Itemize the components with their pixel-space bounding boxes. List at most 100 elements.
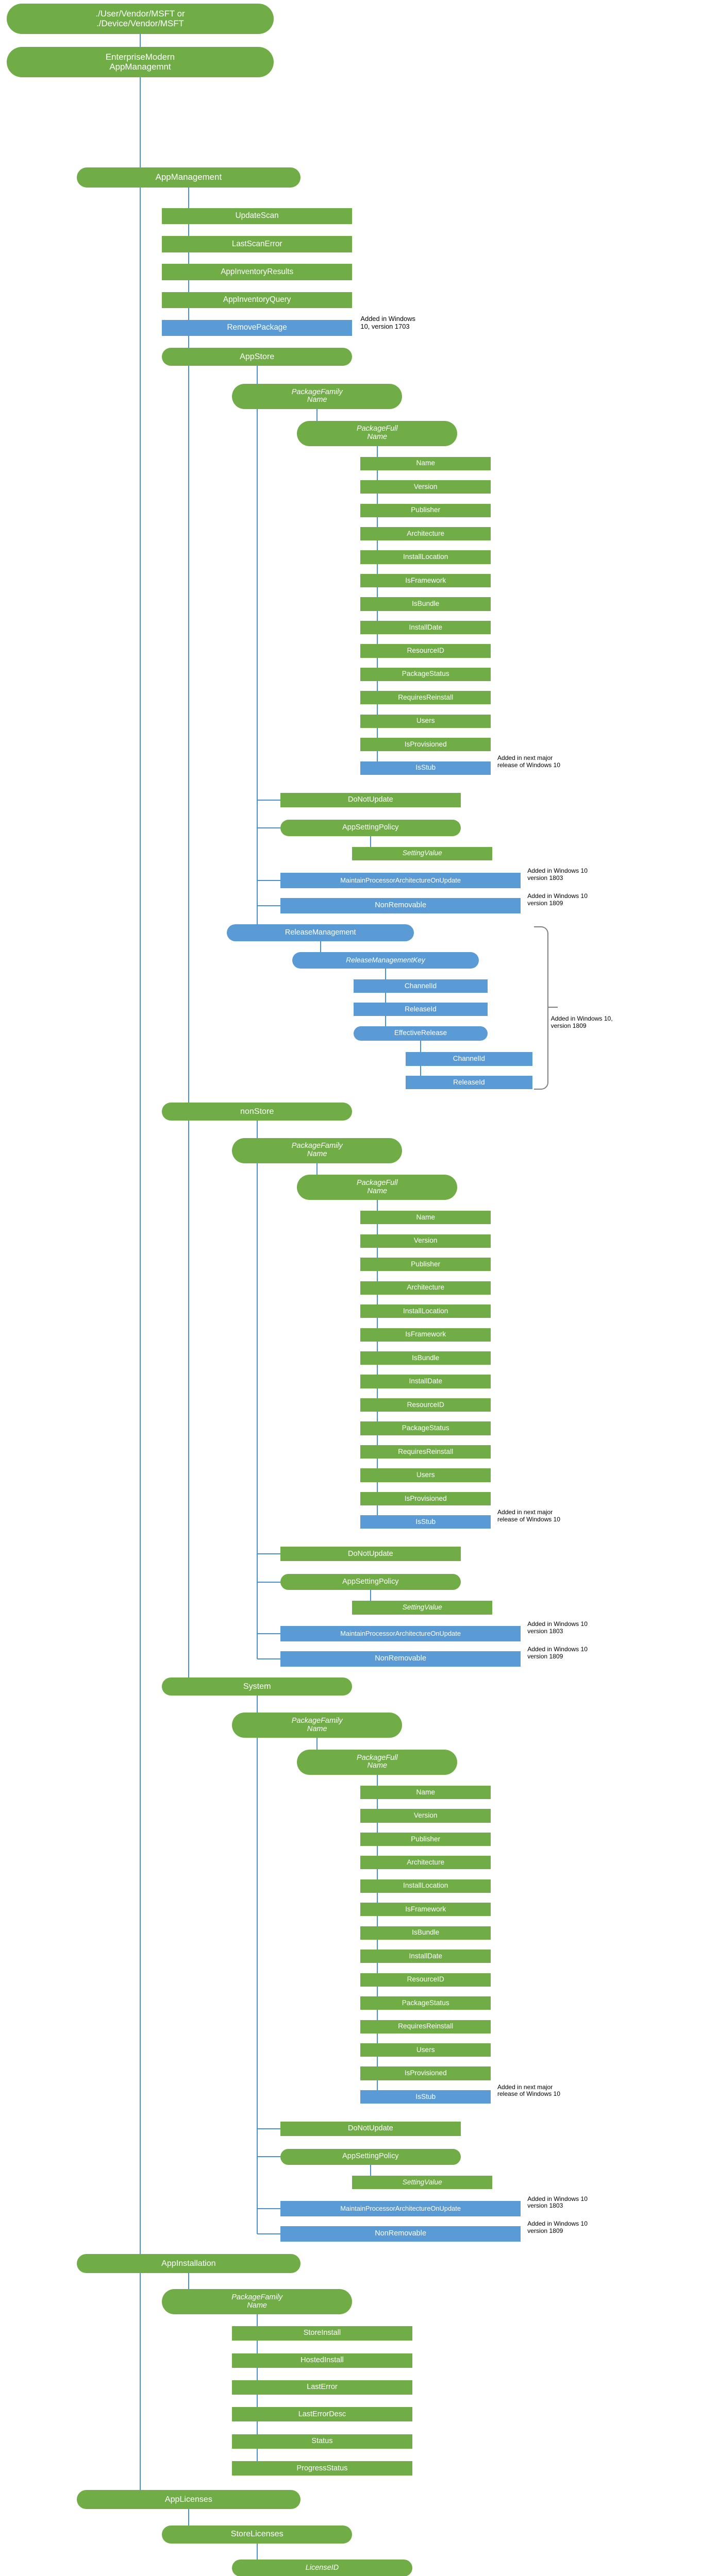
- tree-node-ns_publisher[interactable]: Publisher: [360, 1258, 491, 1272]
- tree-node-as_isprov[interactable]: IsProvisioned: [360, 738, 491, 752]
- tree-node-as_pfull[interactable]: PackageFull Name: [297, 420, 458, 446]
- tree-node-ns_resid[interactable]: ResourceID: [360, 1398, 491, 1412]
- tree-node-as_publisher[interactable]: Publisher: [360, 503, 491, 517]
- tree-node-removepackage[interactable]: RemovePackage: [162, 319, 353, 336]
- tree-node-licenseid[interactable]: LicenseID: [232, 2559, 412, 2576]
- tree-node-ns_setval[interactable]: SettingValue: [352, 1601, 493, 1615]
- annotation-ann_sy_isstub: Added in next major release of Windows 1…: [497, 2083, 560, 2098]
- tree-node-nonstore[interactable]: nonStore: [162, 1103, 353, 1121]
- tree-node-sy_nonrem[interactable]: NonRemovable: [280, 2226, 521, 2242]
- tree-node-relmgmt[interactable]: ReleaseManagement: [227, 924, 414, 942]
- tree-node-ns_name[interactable]: Name: [360, 1211, 491, 1225]
- tree-node-as_pkgstatus[interactable]: PackageStatus: [360, 667, 491, 681]
- tree-node-as_reqreinst[interactable]: RequiresReinstall: [360, 691, 491, 705]
- tree-node-as_donotupdate[interactable]: DoNotUpdate: [280, 792, 461, 807]
- tree-node-ns_isstub[interactable]: IsStub: [360, 1515, 491, 1529]
- tree-node-ns_appsetpol[interactable]: AppSettingPolicy: [280, 1573, 461, 1590]
- tree-node-ns_donotupdate[interactable]: DoNotUpdate: [280, 1547, 461, 1562]
- tree-node-sy_isfw[interactable]: IsFramework: [360, 1903, 491, 1917]
- tree-node-sy_setval[interactable]: SettingValue: [352, 2176, 493, 2190]
- tree-node-sy_pfn[interactable]: PackageFamily Name: [232, 1713, 403, 1738]
- tree-node-ns_pfn[interactable]: PackageFamily Name: [232, 1138, 403, 1163]
- tree-node-ns_version[interactable]: Version: [360, 1234, 491, 1248]
- tree-node-ns_isfw[interactable]: IsFramework: [360, 1328, 491, 1342]
- tree-node-rm_effrelease[interactable]: EffectiveRelease: [354, 1026, 488, 1041]
- tree-node-appinvquery[interactable]: AppInventoryQuery: [162, 292, 353, 309]
- edge-branch-ns_maintain: [257, 1633, 280, 1635]
- tree-node-sy_isprov[interactable]: IsProvisioned: [360, 2066, 491, 2080]
- tree-node-appinvresults[interactable]: AppInventoryResults: [162, 264, 353, 280]
- tree-node-as_maintain[interactable]: MaintainProcessorArchitectureOnUpdate: [280, 873, 521, 889]
- tree-node-appinstallation[interactable]: AppInstallation: [76, 2254, 301, 2273]
- tree-node-root[interactable]: ./User/Vendor/MSFT or ./Device/Vendor/MS…: [6, 3, 274, 35]
- tree-node-ai_progstatus[interactable]: ProgressStatus: [232, 2461, 412, 2476]
- tree-node-as_users[interactable]: Users: [360, 714, 491, 728]
- tree-node-sy_name[interactable]: Name: [360, 1785, 491, 1800]
- tree-node-sy_maintain[interactable]: MaintainProcessorArchitectureOnUpdate: [280, 2201, 521, 2216]
- tree-node-as_isfw[interactable]: IsFramework: [360, 573, 491, 588]
- tree-node-as_isstub[interactable]: IsStub: [360, 761, 491, 775]
- tree-node-csp[interactable]: EnterpriseModern AppManagemnt: [6, 46, 274, 78]
- tree-node-as_arch[interactable]: Architecture: [360, 527, 491, 541]
- tree-node-rm_releaseid[interactable]: ReleaseId: [354, 1003, 488, 1016]
- tree-node-lastscanerror[interactable]: LastScanError: [162, 236, 353, 252]
- tree-node-sy_resid[interactable]: ResourceID: [360, 1973, 491, 1987]
- tree-node-sy_appsetpol[interactable]: AppSettingPolicy: [280, 2148, 461, 2165]
- tree-node-as_isbundle[interactable]: IsBundle: [360, 597, 491, 611]
- tree-node-updatescan[interactable]: UpdateScan: [162, 208, 353, 225]
- tree-node-ns_arch[interactable]: Architecture: [360, 1281, 491, 1295]
- tree-node-sy_version[interactable]: Version: [360, 1809, 491, 1823]
- release-management-grouping-bracket: [534, 926, 549, 1090]
- tree-node-sy_publisher[interactable]: Publisher: [360, 1832, 491, 1846]
- tree-node-applicenses[interactable]: AppLicenses: [76, 2490, 301, 2510]
- tree-node-storelicenses[interactable]: StoreLicenses: [162, 2525, 353, 2544]
- tree-node-sy_reqreinst[interactable]: RequiresReinstall: [360, 2020, 491, 2033]
- tree-node-sy_isbundle[interactable]: IsBundle: [360, 1926, 491, 1940]
- tree-node-system[interactable]: System: [162, 1677, 353, 1696]
- tree-node-ai_storeinstall[interactable]: StoreInstall: [232, 2326, 412, 2341]
- tree-node-rm_channelid[interactable]: ChannelId: [354, 979, 488, 993]
- tree-node-sy_arch[interactable]: Architecture: [360, 1856, 491, 1870]
- tree-node-as_pfn[interactable]: PackageFamily Name: [232, 383, 403, 409]
- edge-branch-as_donotupdate: [257, 799, 280, 801]
- tree-node-rm_eff_rel[interactable]: ReleaseId: [405, 1075, 532, 1090]
- edge-stem-nonstore: [256, 1121, 258, 1659]
- annotation-ann_as_1809: Added in Windows 10 version 1809: [527, 892, 588, 907]
- tree-node-as_setval[interactable]: SettingValue: [352, 846, 493, 860]
- tree-node-ns_instloc[interactable]: InstallLocation: [360, 1304, 491, 1318]
- tree-node-ns_pkgstatus[interactable]: PackageStatus: [360, 1421, 491, 1435]
- tree-node-ns_isprov[interactable]: IsProvisioned: [360, 1492, 491, 1506]
- tree-node-ai_lasterrdesc[interactable]: LastErrorDesc: [232, 2407, 412, 2422]
- tree-node-as_name[interactable]: Name: [360, 456, 491, 470]
- tree-node-ai_hostedinstall[interactable]: HostedInstall: [232, 2353, 412, 2368]
- tree-node-appmanagement[interactable]: AppManagement: [76, 167, 301, 188]
- tree-node-relmgmtkey[interactable]: ReleaseManagementKey: [292, 952, 479, 969]
- tree-node-sy_pfull[interactable]: PackageFull Name: [297, 1749, 458, 1775]
- tree-node-appstore[interactable]: AppStore: [162, 347, 353, 366]
- tree-node-sy_instdate[interactable]: InstallDate: [360, 1950, 491, 1963]
- tree-node-as_resid[interactable]: ResourceID: [360, 644, 491, 658]
- tree-node-ai_status[interactable]: Status: [232, 2434, 412, 2449]
- tree-node-ns_users[interactable]: Users: [360, 1468, 491, 1482]
- tree-node-ns_isbundle[interactable]: IsBundle: [360, 1351, 491, 1365]
- tree-node-ai_lasterror[interactable]: LastError: [232, 2380, 412, 2395]
- tree-node-ns_pfull[interactable]: PackageFull Name: [297, 1175, 458, 1200]
- tree-node-sy_pkgstatus[interactable]: PackageStatus: [360, 1996, 491, 2010]
- tree-node-as_appsetpol[interactable]: AppSettingPolicy: [280, 820, 461, 836]
- tree-node-as_version[interactable]: Version: [360, 480, 491, 494]
- tree-node-ai_pfn[interactable]: PackageFamily Name: [162, 2289, 353, 2315]
- tree-node-sy_users[interactable]: Users: [360, 2043, 491, 2057]
- tree-node-ns_instdate[interactable]: InstallDate: [360, 1375, 491, 1388]
- tree-node-rm_eff_chan[interactable]: ChannelId: [405, 1052, 532, 1066]
- tree-node-ns_maintain[interactable]: MaintainProcessorArchitectureOnUpdate: [280, 1626, 521, 1642]
- tree-node-as_instdate[interactable]: InstallDate: [360, 620, 491, 635]
- tree-node-as_instloc[interactable]: InstallLocation: [360, 550, 491, 564]
- tree-node-as_nonrem[interactable]: NonRemovable: [280, 898, 521, 914]
- annotation-ann_as_isstub: Added in next major release of Windows 1…: [497, 754, 560, 769]
- tree-node-sy_isstub[interactable]: IsStub: [360, 2090, 491, 2104]
- tree-node-sy_instloc[interactable]: InstallLocation: [360, 1879, 491, 1893]
- edge-branch-sy_appsetpol: [257, 2156, 280, 2158]
- tree-node-ns_reqreinst[interactable]: RequiresReinstall: [360, 1445, 491, 1459]
- tree-node-ns_nonrem[interactable]: NonRemovable: [280, 1651, 521, 1667]
- tree-node-sy_donotupdate[interactable]: DoNotUpdate: [280, 2122, 461, 2137]
